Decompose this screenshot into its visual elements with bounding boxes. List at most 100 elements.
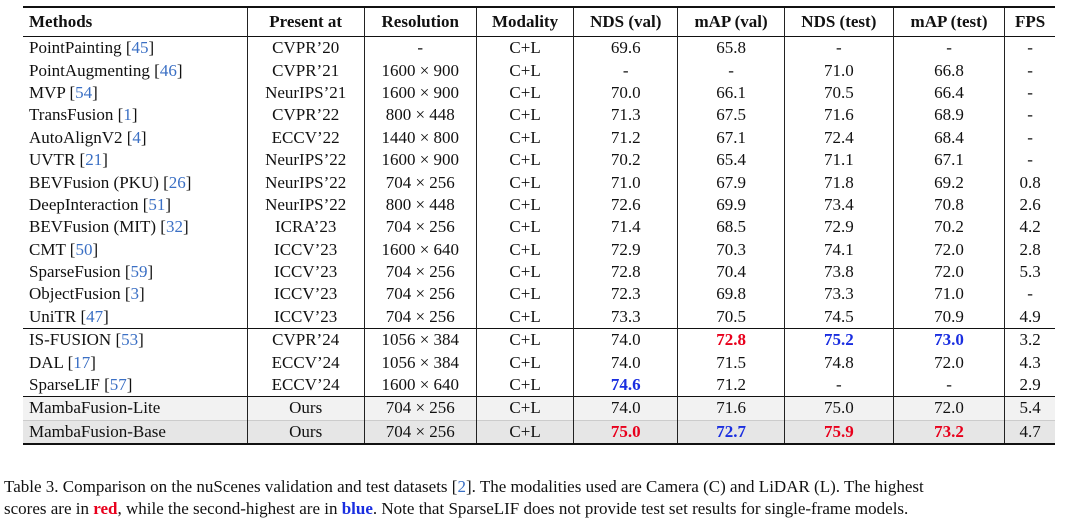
map-val-cell: 70.3	[677, 238, 785, 261]
table-row: BEVFusion (MIT) [32] ICRA’23 704 × 256 C+L 7…	[23, 216, 1055, 239]
citation-link[interactable]: 21	[85, 150, 103, 170]
resolution-cell: 704 × 256	[364, 260, 477, 284]
fps-cell: 2.9	[1019, 375, 1041, 395]
map-val-cell: 66.1	[677, 81, 785, 105]
resolution-cell: 1600 × 900	[364, 59, 477, 82]
nds-val-cell: 72.3	[573, 283, 679, 306]
present-at-cell: ICRA’23	[247, 216, 365, 239]
method-cell: PointPainting [45]	[23, 36, 248, 60]
citation-link[interactable]: 4	[132, 127, 141, 147]
caption-part-2: ]. The modalities used are Camera (C) an…	[465, 477, 924, 496]
present-at-cell: ECCV’24	[247, 351, 365, 374]
fps-cell: -	[1027, 38, 1033, 58]
resolution-cell: 704 × 256	[364, 283, 477, 306]
fps-cell: 0.8	[1019, 172, 1041, 192]
map-test-cell: 72.0	[893, 238, 1006, 261]
map-test-cell: 69.2	[893, 171, 1006, 194]
results-table: Methods Present at Resolution Modality N…	[23, 6, 1055, 446]
table-row: IS-FUSION [53] CVPR’24 1056 × 384 C+L 74.0 72…	[23, 328, 1055, 352]
resolution-cell: 1600 × 640	[364, 373, 477, 397]
citation-link[interactable]: 26	[168, 172, 186, 192]
resolution-cell: 1600 × 900	[364, 148, 477, 172]
method-cell: AutoAlignV2 [4]	[23, 126, 248, 149]
map-test-cell: 71.0	[893, 283, 1006, 306]
method-cell: MambaFusion-Base	[23, 419, 248, 446]
present-at-cell: ECCV’22	[247, 126, 365, 149]
method-name: BEVFusion (PKU)	[29, 172, 159, 192]
method-name: DeepInteraction	[29, 194, 139, 214]
nds-val-cell: 71.2	[573, 126, 679, 149]
method-name: CMT	[29, 239, 66, 259]
map-val-cell: 67.9	[677, 171, 785, 194]
citation-link[interactable]: 59	[130, 262, 148, 282]
citation-link[interactable]: 50	[75, 239, 93, 259]
modality-cell: C+L	[476, 104, 575, 127]
method-cell: BEVFusion (PKU) [26]	[23, 171, 248, 194]
present-at-cell: ICCV’23	[247, 260, 365, 284]
map-test-cell: 66.4	[893, 81, 1006, 105]
resolution-cell: 800 × 448	[364, 104, 477, 127]
map-val-cell: 69.9	[677, 193, 785, 217]
citation-link[interactable]: 51	[148, 194, 166, 214]
table-row: PointAugmenting [46] CVPR’21 1600 × 900 C+L…	[23, 59, 1055, 82]
fps-cell: 5.4	[1004, 396, 1055, 421]
nds-val-cell: 70.2	[573, 148, 679, 172]
table-row: UniTR [47] ICCV’23 704 × 256 C+L 73.3 70.5 74.…	[23, 305, 1055, 329]
method-name: PointPainting	[29, 38, 122, 58]
header-nds-test: NDS (test)	[784, 7, 894, 37]
nds-val-cell: 71.0	[573, 171, 679, 194]
map-test-cell: 68.9	[893, 104, 1006, 127]
citation-link[interactable]: 53	[121, 330, 139, 350]
method-name: BEVFusion (MIT)	[29, 217, 157, 237]
caption-ref-link[interactable]: 2	[457, 477, 466, 496]
map-test-cell: 70.2	[893, 216, 1006, 239]
present-at-cell: NeurIPS’22	[247, 193, 365, 217]
citation-link[interactable]: 45	[131, 38, 149, 58]
citation-link[interactable]: 47	[86, 306, 104, 326]
table-row: CMT [50] ICCV’23 1600 × 640 C+L 72.9 70.3 74.1…	[23, 238, 1055, 261]
present-at-cell: NeurIPS’22	[247, 148, 365, 172]
nds-val-cell: -	[573, 59, 679, 82]
nds-test-cell: 70.5	[784, 81, 894, 105]
method-name: AutoAlignV2	[29, 127, 123, 147]
nds-test-cell: 75.0	[784, 396, 894, 421]
table-row: TransFusion [1] CVPR’22 800 × 448 C+L 71.3 67…	[23, 104, 1055, 127]
fps-cell: -	[1027, 284, 1033, 304]
nds-test-cell: 72.4	[784, 126, 894, 149]
table-row: ObjectFusion [3] ICCV’23 704 × 256 C+L 72.3 6…	[23, 283, 1055, 306]
nds-val-cell: 72.9	[573, 238, 679, 261]
citation-link[interactable]: 46	[159, 60, 177, 80]
present-at-cell: ICCV’23	[247, 283, 365, 306]
citation-link[interactable]: 32	[165, 217, 183, 237]
map-test-cell: 73.2	[893, 419, 1006, 446]
map-test-cell: -	[893, 373, 1006, 397]
header-nds-val: NDS (val)	[573, 7, 679, 37]
method-name: DAL	[29, 352, 64, 372]
citation-link[interactable]: 3	[130, 284, 140, 304]
caption-red-word: red	[93, 499, 118, 518]
citation-link[interactable]: 1	[123, 105, 132, 125]
citation-link[interactable]: 54	[75, 82, 93, 102]
fps-cell: 4.2	[1019, 217, 1041, 237]
nds-test-cell: 74.1	[784, 238, 894, 261]
modality-cell: C+L	[476, 36, 575, 60]
map-val-cell: 70.4	[677, 260, 785, 284]
fps-cell: 3.2	[1004, 328, 1055, 352]
caption-part-5: . Note that SparseLIF does not provide t…	[372, 499, 909, 518]
header-map-test: mAP (test)	[893, 7, 1006, 37]
map-val-cell: 70.5	[677, 305, 785, 329]
method-name: MambaFusion-Lite	[29, 398, 161, 418]
citation-link[interactable]: 17	[73, 352, 91, 372]
map-test-cell: 73.0	[893, 328, 1006, 352]
nds-val-cell: 72.6	[573, 193, 679, 217]
present-at-cell: ICCV’23	[247, 238, 365, 261]
present-at-cell: ICCV’23	[247, 305, 365, 329]
table-row: MambaFusion-Lite Ours 704 × 256 C+L 74.0 71.6…	[23, 396, 1055, 421]
fps-cell: -	[1027, 127, 1033, 147]
fps-cell: 4.3	[1019, 352, 1041, 372]
present-at-cell: CVPR’22	[247, 104, 365, 127]
nds-val-cell: 72.8	[573, 260, 679, 284]
header-map-val: mAP (val)	[677, 7, 785, 37]
caption-part-3: scores are in	[4, 499, 94, 518]
citation-link[interactable]: 57	[109, 375, 127, 395]
